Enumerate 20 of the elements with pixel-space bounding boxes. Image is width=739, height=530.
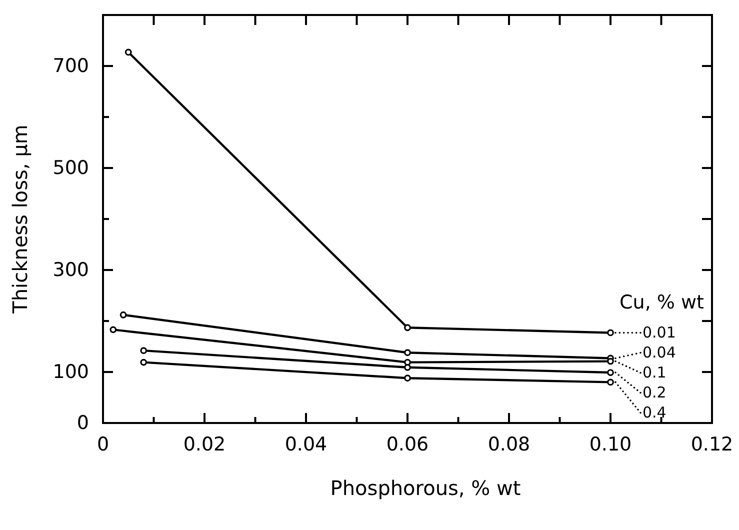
x-tick-label: 0.04 [284, 433, 328, 456]
x-tick-label: 0 [96, 433, 110, 456]
y-tick-label: 0 [76, 412, 89, 434]
y-tick-label: 100 [52, 361, 89, 384]
text: 0.4 [642, 404, 666, 422]
y-tick-label: 700 [52, 55, 89, 78]
x-axis-title: Phosphorous, % wt [330, 476, 521, 500]
y-axis-title: Thickness loss, µm [8, 124, 32, 314]
legend-title: Cu, % wt [620, 292, 704, 314]
x-tick-label: 0.08 [488, 433, 530, 456]
series-label: 0.04 [642, 344, 676, 362]
y-tick-label: 500 [52, 157, 89, 180]
x-tick-label: 0.10 [589, 433, 632, 456]
y-tick-label: 300 [52, 259, 89, 282]
x-tick-label: 0.12 [690, 433, 734, 456]
series-label: 0.01 [642, 324, 676, 342]
x-tick-label: 0.02 [183, 433, 226, 456]
x-tick-label: 0.06 [386, 433, 429, 456]
legend-label: 0.1 [642, 364, 666, 382]
text: 0.2 [642, 384, 666, 402]
